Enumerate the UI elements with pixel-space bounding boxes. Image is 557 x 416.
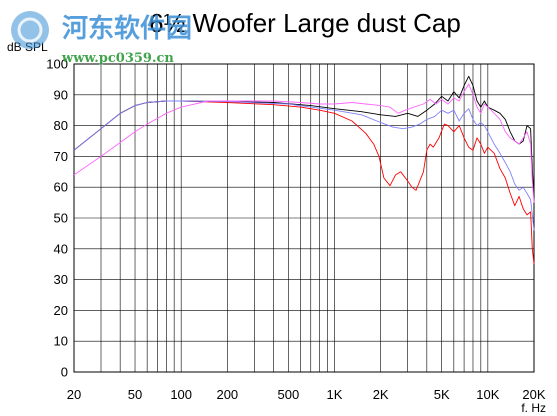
tick-labels: 0 10 20 30 40 50 60 70 80 90 100 20 50 100 200 500 1K 2K 5…	[46, 57, 546, 403]
y-tick-label: 30	[54, 272, 68, 287]
x-axis-label: f. Hz	[521, 401, 546, 415]
watermark-site-url: www.pc0359.cn	[61, 51, 174, 66]
watermark-logo-icon	[11, 11, 49, 49]
y-tick-label: 100	[46, 57, 68, 72]
y-tick-label: 50	[54, 211, 68, 226]
y-tick-label: 0	[61, 365, 68, 380]
x-tick-label: 20K	[522, 387, 545, 402]
x-tick-label: 2K	[373, 387, 389, 402]
x-tick-label: 200	[216, 387, 238, 402]
watermark-site-name: 河东软件园	[62, 13, 192, 44]
chart-title: 6½ Woofer Large dust Cap	[149, 8, 461, 38]
watermark: 河东软件园 www.pc0359.cn	[11, 11, 192, 66]
x-tick-label: 5K	[434, 387, 450, 402]
y-tick-label: 80	[54, 118, 68, 133]
y-tick-label: 60	[54, 180, 68, 195]
y-tick-label: 20	[54, 303, 68, 318]
x-tick-label: 10K	[476, 387, 499, 402]
y-tick-label: 40	[54, 241, 68, 256]
series-line-4	[73, 83, 535, 203]
y-tick-label: 90	[54, 87, 68, 102]
plot-frame	[73, 63, 535, 373]
watermark-logo-ring-icon	[17, 17, 43, 43]
y-tick-label: 10	[54, 334, 68, 349]
x-tick-label: 500	[277, 387, 299, 402]
series-layer	[73, 75, 535, 265]
x-tick-label: 100	[170, 387, 192, 402]
series-line-3	[73, 100, 535, 231]
x-tick-label: 50	[128, 387, 142, 402]
x-tick-label: 1K	[327, 387, 343, 402]
x-tick-label: 20	[67, 387, 81, 402]
y-tick-label: 70	[54, 149, 68, 164]
series-line-1	[73, 100, 535, 265]
grid	[73, 63, 535, 373]
